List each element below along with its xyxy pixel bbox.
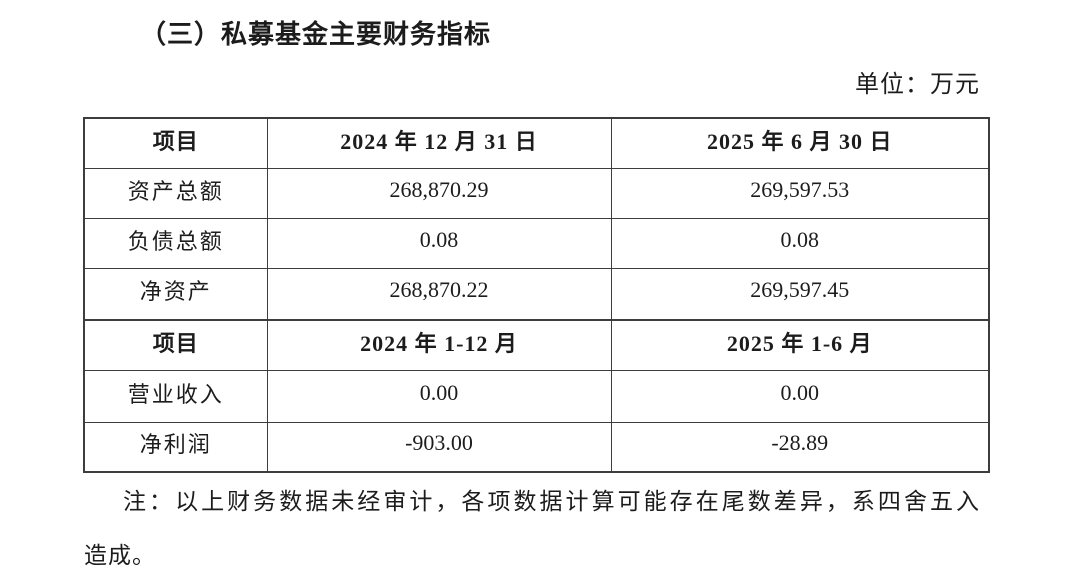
value-2024: 268,870.22 xyxy=(266,267,612,321)
value-2025: 269,597.45 xyxy=(610,267,990,321)
footnote-line1: 注：以上财务数据未经审计，各项数据计算可能存在尾数差异，系四舍五入 xyxy=(123,489,979,514)
value-2025: 0.08 xyxy=(610,217,990,269)
unit-label: 单位：万元 xyxy=(855,72,980,98)
header-cell-period-2024: 2024 年 1-12 月 xyxy=(266,319,612,371)
financial-indicators-table: 项目 2024 年 12 月 31 日 2025 年 6 月 30 日 资产总额… xyxy=(83,117,990,473)
table-row-net-assets: 净资产 268,870.22 269,597.45 xyxy=(83,267,990,321)
table-row-operating-revenue: 营业收入 0.00 0.00 xyxy=(83,369,990,423)
table-row-total-assets: 资产总额 268,870.29 269,597.53 xyxy=(83,167,990,219)
header-cell-period-2025: 2025 年 1-6 月 xyxy=(610,319,990,371)
table-header-row: 项目 2024 年 12 月 31 日 2025 年 6 月 30 日 xyxy=(83,117,990,169)
value-2025: 269,597.53 xyxy=(610,167,990,219)
row-label: 净资产 xyxy=(83,267,268,321)
header-cell-item: 项目 xyxy=(83,319,268,371)
row-label: 营业收入 xyxy=(83,369,268,423)
value-2024: -903.00 xyxy=(266,421,612,473)
value-2025: 0.00 xyxy=(610,369,990,423)
header-cell-item: 项目 xyxy=(83,117,268,169)
table-row-net-profit: 净利润 -903.00 -28.89 xyxy=(83,421,990,473)
header-cell-date-2025: 2025 年 6 月 30 日 xyxy=(610,117,990,169)
value-2024: 0.00 xyxy=(266,369,612,423)
table-row-total-liabilities: 负债总额 0.08 0.08 xyxy=(83,217,990,269)
footnote-line2: 造成。 xyxy=(84,543,156,568)
value-2025: -28.89 xyxy=(610,421,990,473)
row-label: 净利润 xyxy=(83,421,268,473)
table-header-row-period: 项目 2024 年 1-12 月 2025 年 1-6 月 xyxy=(83,319,990,371)
value-2024: 268,870.29 xyxy=(266,167,612,219)
header-cell-date-2024: 2024 年 12 月 31 日 xyxy=(266,117,612,169)
row-label: 资产总额 xyxy=(83,167,268,219)
value-2024: 0.08 xyxy=(266,217,612,269)
row-label: 负债总额 xyxy=(83,217,268,269)
section-title: （三）私募基金主要财务指标 xyxy=(140,20,492,49)
